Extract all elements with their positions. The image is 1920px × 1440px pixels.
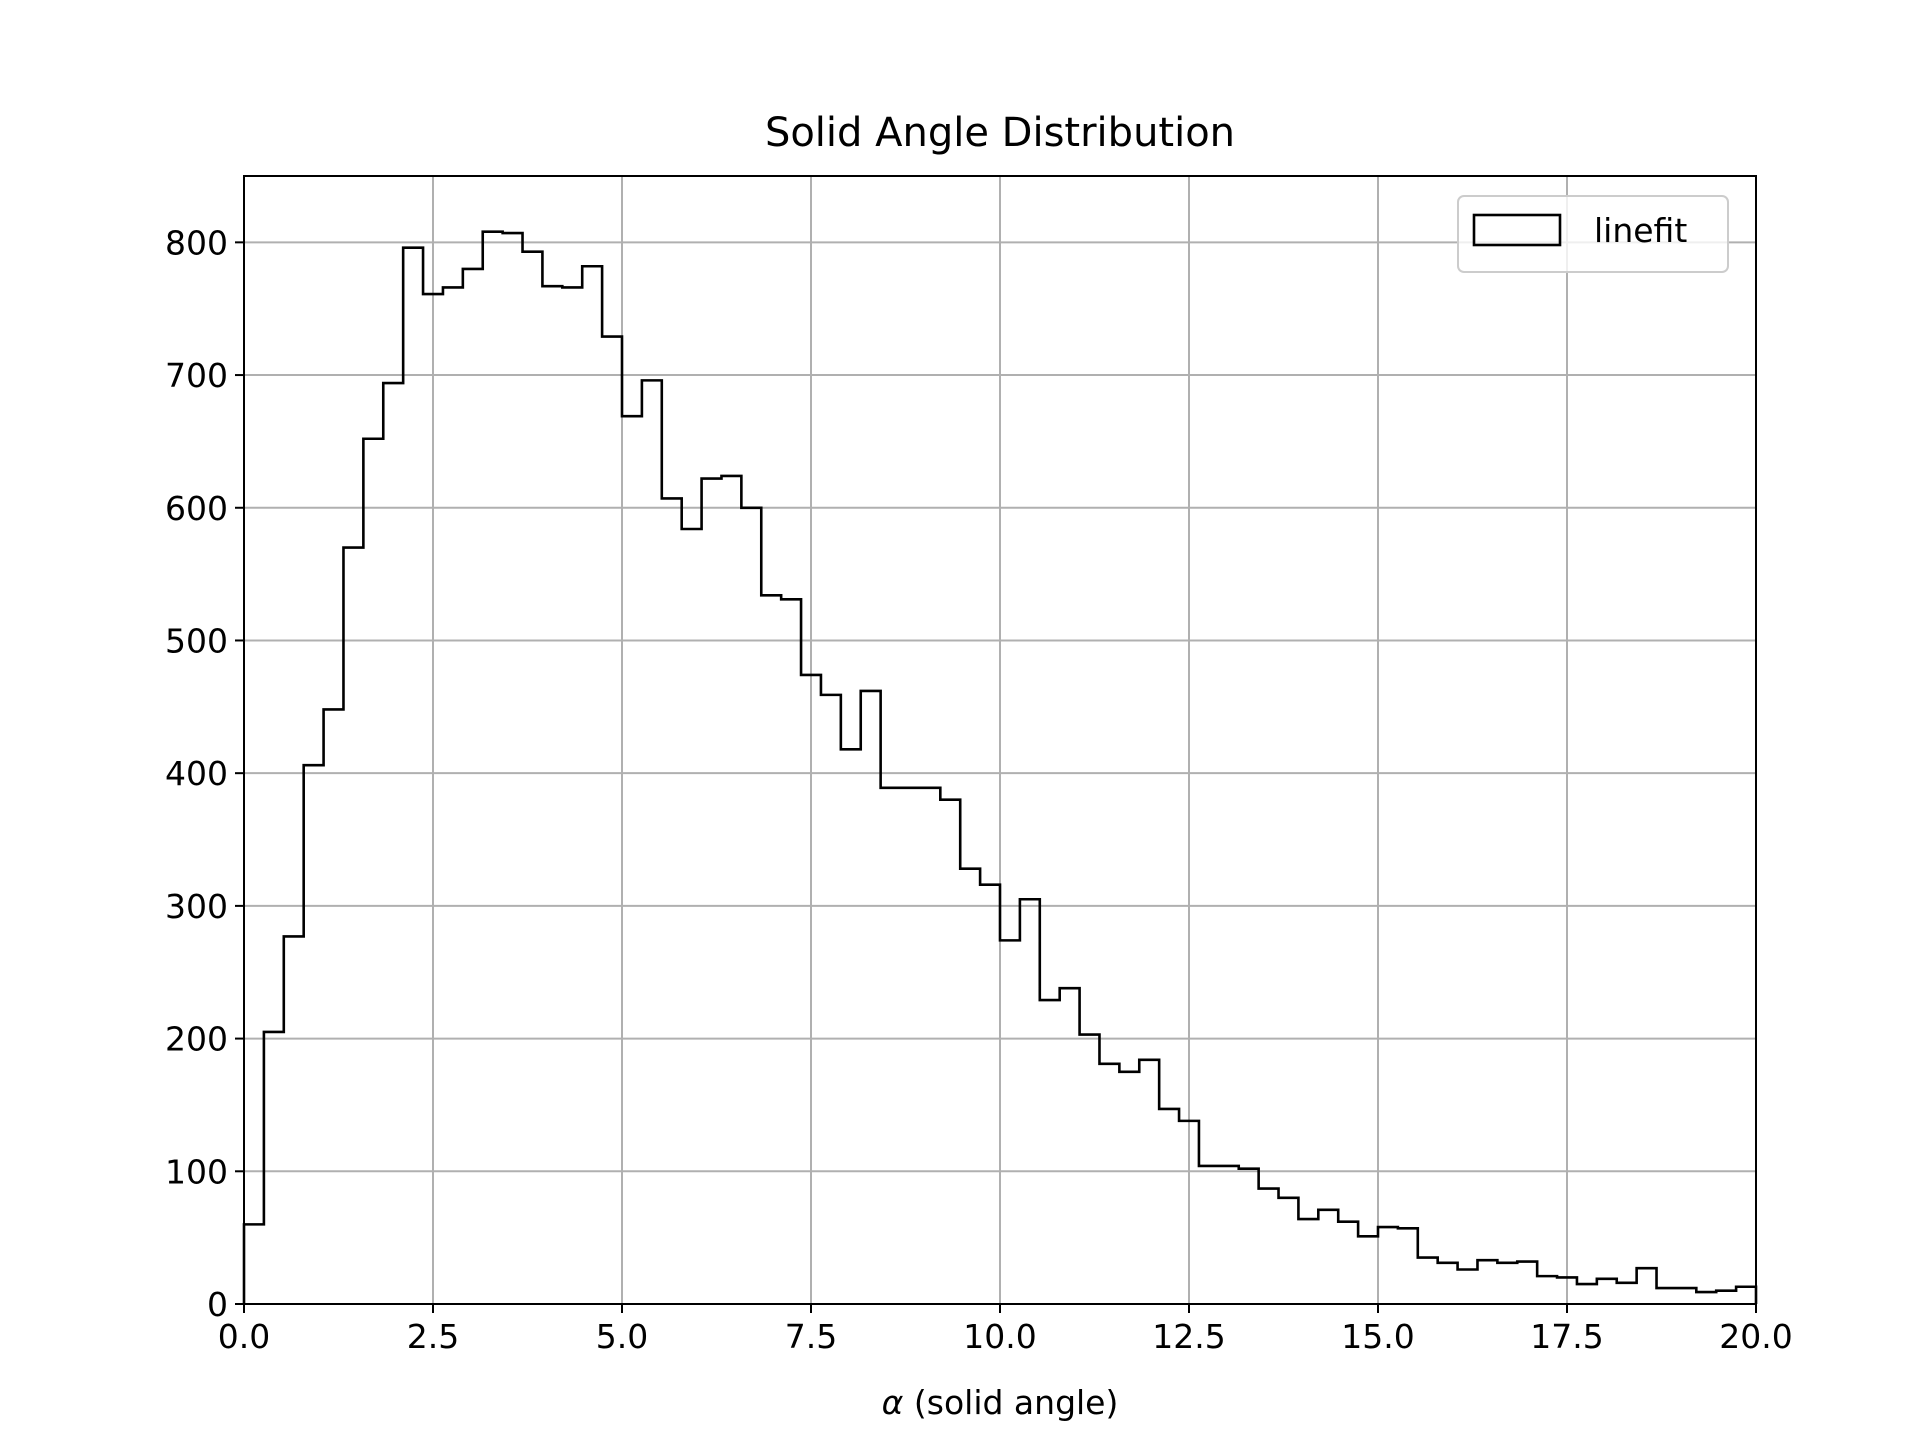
x-tick-label: 10.0 <box>963 1317 1036 1356</box>
x-axis-label-text: (solid angle) <box>903 1383 1118 1422</box>
x-tick-label: 0.0 <box>218 1317 270 1356</box>
x-axis: 0.0 2.5 5.0 7.5 10.0 12.5 15.0 17.5 20.0 <box>218 1304 1793 1356</box>
x-tick-label: 20.0 <box>1719 1317 1792 1356</box>
x-tick-label: 7.5 <box>785 1317 837 1356</box>
chart-title: Solid Angle Distribution <box>765 110 1235 156</box>
x-axis-label: α (solid angle) <box>882 1383 1119 1422</box>
x-tick-label: 2.5 <box>407 1317 459 1356</box>
y-tick-label: 300 <box>165 887 228 926</box>
legend: linefit <box>1457 195 1729 273</box>
x-axis-label-symbol: α <box>882 1383 904 1422</box>
y-tick-label: 600 <box>165 489 228 528</box>
x-tick-label: 15.0 <box>1341 1317 1414 1356</box>
x-tick-label: 17.5 <box>1530 1317 1603 1356</box>
legend-swatch <box>1472 213 1562 247</box>
x-tick-label: 12.5 <box>1152 1317 1225 1356</box>
legend-label: linefit <box>1594 211 1687 250</box>
y-tick-label: 0 <box>207 1285 228 1324</box>
y-tick-label: 200 <box>165 1020 228 1059</box>
y-axis: 0 100 200 300 400 500 600 700 800 <box>165 223 244 1324</box>
histogram-step-line <box>242 230 1758 1304</box>
legend-box <box>1457 195 1729 273</box>
y-tick-label: 100 <box>165 1152 228 1191</box>
y-tick-label: 700 <box>165 356 228 395</box>
x-tick-label: 5.0 <box>596 1317 648 1356</box>
y-tick-label: 800 <box>165 223 228 262</box>
y-tick-label: 500 <box>165 621 228 660</box>
y-tick-label: 400 <box>165 754 228 793</box>
